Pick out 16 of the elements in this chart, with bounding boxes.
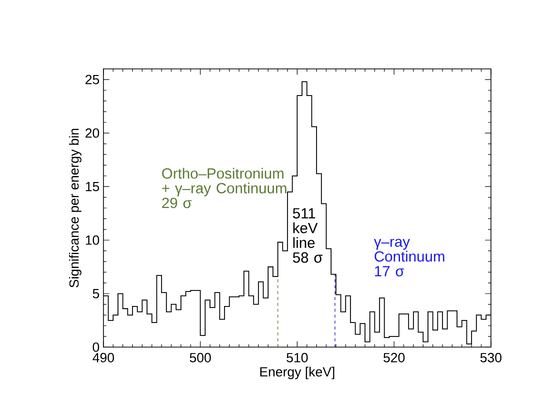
x-tick-label: 510 (286, 352, 308, 362)
x-tick-label: 520 (384, 352, 405, 362)
y-axis-title: Significance per energy bin (69, 128, 82, 288)
y-tick-label: 15 (86, 182, 100, 192)
x-tick-label: 530 (480, 352, 502, 362)
ref-line-label: γ–ray Continuum 17 σ (374, 238, 444, 276)
x-axis-title: Energy [keV] (260, 366, 334, 380)
y-tick-label: 5 (92, 289, 100, 298)
y-tick-label: 25 (86, 74, 100, 84)
annotation: 511 keV line 58 σ (292, 208, 323, 263)
x-tick-label: 500 (190, 352, 211, 362)
ref-line-label: Ortho–Positronium + γ–ray Continuum 29 σ (162, 168, 286, 208)
y-tick-label: 20 (86, 128, 100, 138)
y-tick-label: 10 (86, 235, 100, 245)
y-tick-label: 0 (92, 342, 100, 352)
x-tick-label: 490 (92, 352, 114, 362)
